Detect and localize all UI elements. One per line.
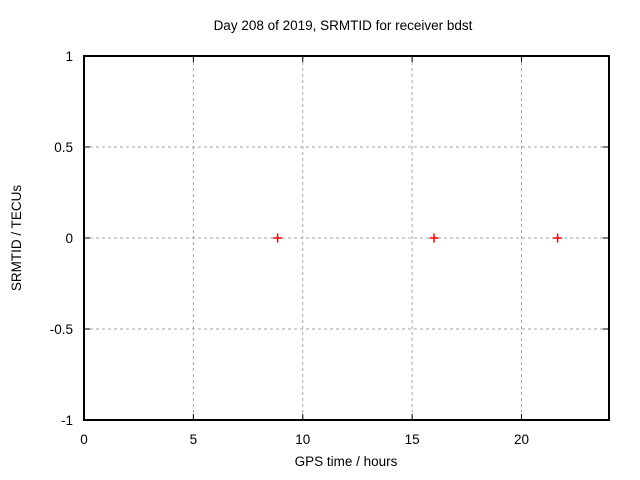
y-tick-label: 0.5 — [54, 140, 73, 155]
plot-border — [83, 55, 610, 421]
x-tick-label: 5 — [190, 432, 198, 447]
y-tick-label: 1 — [65, 49, 73, 64]
y-axis-label: SRMTID / TECUs — [9, 185, 24, 292]
y-tick-label: 0 — [65, 231, 73, 246]
x-tick-label: 10 — [295, 432, 310, 447]
x-axis-label: GPS time / hours — [295, 454, 398, 469]
y-tick-label: -0.5 — [50, 322, 73, 337]
x-tick-label: 15 — [405, 432, 420, 447]
chart-title: Day 208 of 2019, SRMTID for receiver bds… — [214, 18, 473, 33]
x-tick-label: 20 — [514, 432, 529, 447]
x-tick-label: 0 — [80, 432, 88, 447]
y-tick-label: -1 — [61, 413, 73, 428]
plot-area: 0 5 10 15 20 -1 -0.5 0 0.5 1 — [50, 49, 610, 447]
